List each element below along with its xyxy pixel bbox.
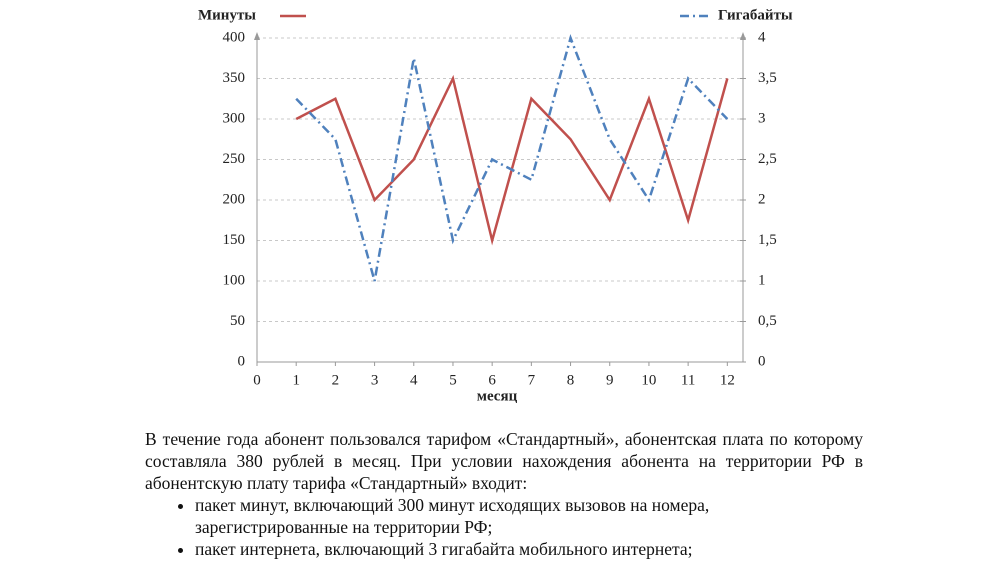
x-tick-label: 3 <box>371 372 379 388</box>
y-tick-label: 300 <box>223 110 246 126</box>
x-tick-label: 5 <box>449 372 457 388</box>
x-tick-label: 10 <box>641 372 656 388</box>
x-tick-label: 11 <box>681 372 695 388</box>
y-tick-label: 400 <box>223 29 246 45</box>
bullet: пакет минут, включающий 300 минут исходя… <box>195 494 863 538</box>
y-tick-label: 150 <box>223 232 246 248</box>
legend-label: Гигабайты <box>718 7 793 23</box>
x-tick-label: 0 <box>253 372 261 388</box>
y-tick-label: 0 <box>238 353 246 369</box>
document-text: В течение года абонент пользовался тариф… <box>145 428 863 560</box>
x-tick-label: 2 <box>332 372 340 388</box>
y-tick-label: 350 <box>223 70 246 86</box>
legend-label: Минуты <box>198 7 256 23</box>
y2-tick-label: 1,5 <box>758 232 777 248</box>
y-tick-label: 250 <box>223 151 246 167</box>
x-tick-label: 9 <box>606 372 614 388</box>
y2-tick-label: 3,5 <box>758 70 777 86</box>
axis-arrow <box>254 32 260 40</box>
bullet-list: пакет минут, включающий 300 минут исходя… <box>145 494 863 560</box>
y2-tick-label: 4 <box>758 29 766 45</box>
y-tick-label: 200 <box>223 191 246 207</box>
y2-tick-label: 2 <box>758 191 766 207</box>
y-tick-label: 50 <box>230 313 245 329</box>
x-tick-label: 4 <box>410 372 418 388</box>
y2-tick-label: 0,5 <box>758 313 777 329</box>
axis-arrow <box>740 32 746 40</box>
y2-tick-label: 2,5 <box>758 151 777 167</box>
y-tick-label: 100 <box>223 272 246 288</box>
series-line <box>295 34 729 282</box>
x-axis-label: месяц <box>477 388 518 404</box>
x-tick-label: 6 <box>488 372 496 388</box>
y2-tick-label: 1 <box>758 272 766 288</box>
x-tick-label: 1 <box>292 372 300 388</box>
x-tick-label: 8 <box>567 372 575 388</box>
chart: месяц 05010015020025030035040000,511,522… <box>198 7 793 404</box>
x-tick-label: 12 <box>720 372 735 388</box>
bullet: пакет интернета, включающий 3 гигабайта … <box>195 538 863 560</box>
paragraph: В течение года абонент пользовался тариф… <box>145 429 863 493</box>
x-tick-label: 7 <box>528 372 536 388</box>
y2-tick-label: 3 <box>758 110 766 126</box>
y2-tick-label: 0 <box>758 353 766 369</box>
